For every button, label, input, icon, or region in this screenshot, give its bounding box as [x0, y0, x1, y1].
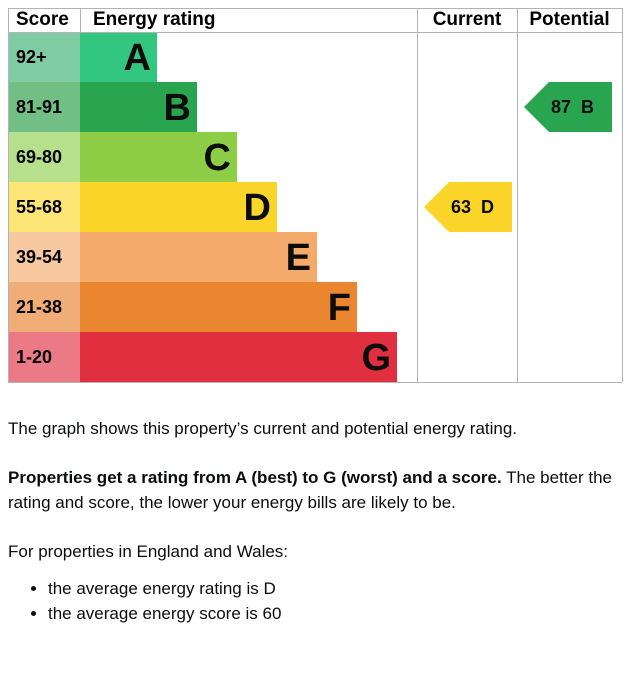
score-cell [8, 232, 80, 282]
paragraph: The graph shows this property’s current … [8, 416, 623, 441]
rating-label: 63 D [451, 197, 494, 217]
band-letter: B [164, 87, 191, 129]
rating-letter: B [581, 97, 594, 117]
rating-letter: D [481, 197, 494, 217]
header: Score [16, 9, 69, 30]
band-score: 1-20 [16, 347, 52, 367]
rating-arrow [424, 182, 512, 232]
band-bar [80, 182, 277, 232]
band-bar [80, 232, 317, 282]
band-score: 21-38 [16, 297, 62, 317]
band-score: 55-68 [16, 197, 62, 217]
info: The graph shows this property’s current … [8, 416, 623, 626]
band-bar [80, 32, 157, 82]
epc-chart: Score Energy rating Current Potential 92+ A 81… [8, 8, 623, 383]
band-letter: F [328, 287, 351, 329]
band-letter: A [124, 37, 151, 79]
paragraph: For properties in England and Wales: [8, 539, 623, 564]
bullet-list: the average energy rating is Dthe averag… [8, 576, 623, 626]
score-cell [8, 132, 80, 182]
intro: The graph shows this property’s current … [8, 419, 518, 438]
score-cell [8, 282, 80, 332]
header: Energy rating [93, 9, 215, 30]
bold-text: Properties get a rating from A (best) to… [8, 468, 502, 487]
header: Current [433, 9, 502, 30]
band-letter: G [361, 337, 391, 379]
band-bar [80, 132, 237, 182]
score-cell [8, 182, 80, 232]
band-letter: C [204, 137, 231, 179]
band-score: 69-80 [16, 147, 62, 167]
band-bar [80, 332, 397, 382]
header: Potential [529, 9, 609, 30]
rating-score: 63 [451, 197, 471, 217]
band-bar [80, 282, 357, 332]
rating-score: 87 [551, 97, 571, 117]
bullet: the average energy score is 60 [48, 601, 623, 626]
paragraph: Properties get a rating from A (best) to… [8, 465, 623, 515]
band-letter: E [286, 237, 311, 279]
text: The better the rating and score, the low… [8, 468, 612, 512]
rating-label: 87 B [551, 97, 594, 117]
band-letter: D [244, 187, 271, 229]
text: For properties in England and Wales: [8, 542, 289, 561]
score-cell [8, 32, 80, 82]
rating-arrow [524, 82, 612, 132]
bullet: the average energy rating is D [48, 576, 623, 601]
band-score: 39-54 [16, 247, 62, 267]
band-bar [80, 82, 197, 132]
score-cell [8, 82, 80, 132]
band-score: 92+ [16, 47, 47, 67]
band-score: 81-91 [16, 97, 62, 117]
score-cell [8, 332, 80, 382]
